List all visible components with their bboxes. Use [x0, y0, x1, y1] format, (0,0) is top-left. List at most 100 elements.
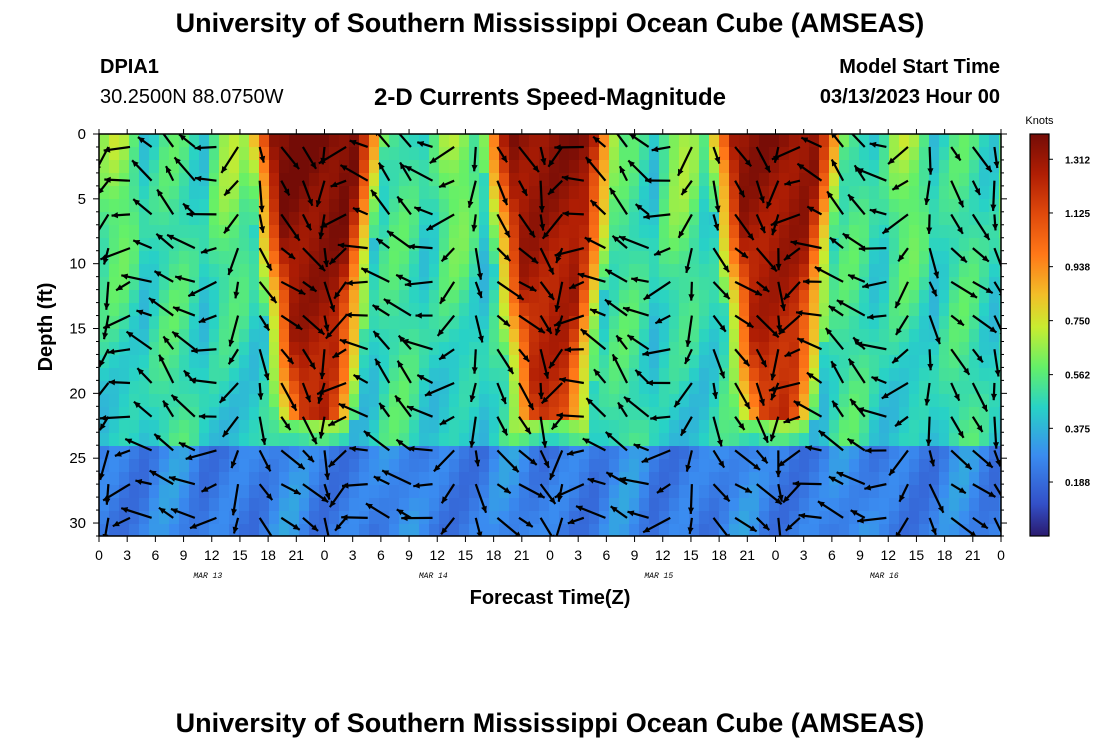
heat-cell: [959, 511, 970, 525]
heat-cell: [649, 303, 660, 317]
heat-cell: [189, 238, 200, 252]
x-tick-label: 12: [204, 547, 220, 563]
heat-cell: [659, 433, 670, 447]
heat-cell: [119, 485, 130, 499]
heat-cell: [429, 420, 440, 434]
heat-cell: [189, 316, 200, 330]
heat-cell: [619, 225, 630, 239]
heat-cell: [379, 173, 390, 187]
heat-cell: [379, 446, 390, 460]
heat-cell: [489, 186, 500, 200]
heat-cell: [749, 225, 760, 239]
heat-cell: [259, 524, 270, 536]
current-arrow-head: [933, 271, 940, 279]
heat-cell: [289, 277, 300, 291]
current-arrow-head: [643, 213, 650, 220]
heat-cell: [709, 420, 720, 434]
heat-cell: [279, 251, 290, 265]
heat-cell: [849, 199, 860, 213]
heat-cell: [489, 147, 500, 161]
heat-cell: [829, 368, 840, 382]
heat-cell: [369, 420, 380, 434]
heat-cell: [989, 238, 1000, 252]
heat-cell: [579, 524, 590, 536]
heat-cell: [679, 212, 690, 226]
heat-cell: [699, 290, 710, 304]
heat-cell: [209, 407, 220, 421]
heat-cell: [379, 433, 390, 447]
current-arrow-head: [848, 358, 855, 366]
heat-cell: [229, 277, 240, 291]
heat-cell: [479, 472, 490, 486]
heat-cell: [569, 316, 580, 330]
heat-cell: [329, 433, 340, 447]
heat-cell: [209, 199, 220, 213]
heat-cell: [289, 329, 300, 343]
heat-cell: [509, 498, 520, 512]
heat-cell: [609, 381, 620, 395]
heat-cell: [429, 316, 440, 330]
current-arrow-head: [318, 157, 326, 164]
heat-cell: [509, 277, 520, 291]
heat-cell: [149, 459, 160, 473]
current-arrow-head: [762, 435, 769, 443]
heat-cell: [759, 199, 770, 213]
current-arrow-head: [958, 487, 966, 494]
heat-cell: [119, 329, 130, 343]
heat-cell: [269, 355, 280, 369]
heat-cell: [959, 407, 970, 421]
current-arrow-head: [167, 234, 175, 241]
heat-cell: [259, 420, 270, 434]
heat-cell: [239, 446, 250, 460]
heat-cell: [559, 173, 570, 187]
heat-cell: [229, 355, 240, 369]
heat-cell: [469, 264, 480, 278]
heat-cell: [789, 316, 800, 330]
heat-cell: [229, 459, 240, 473]
heat-cell: [239, 147, 250, 161]
heat-cell: [499, 199, 510, 213]
heat-cell: [279, 238, 290, 252]
heat-cell: [719, 173, 730, 187]
heat-cell: [359, 186, 370, 200]
heat-cell: [339, 459, 350, 473]
heat-cell: [309, 251, 320, 265]
heat-cell: [99, 316, 110, 330]
heat-cell: [249, 355, 260, 369]
heat-cell: [439, 368, 450, 382]
heat-cell: [729, 485, 740, 499]
current-arrow-head: [656, 486, 664, 493]
heat-cell: [299, 472, 310, 486]
heat-cell: [889, 173, 900, 187]
heat-cell: [589, 472, 600, 486]
heat-cell: [389, 251, 400, 265]
current-arrow-head: [777, 494, 784, 502]
heat-cell: [999, 212, 1001, 226]
heat-cell: [689, 173, 700, 187]
current-arrow-head: [771, 154, 779, 160]
heat-cell: [849, 420, 860, 434]
heat-cell: [189, 147, 200, 161]
heat-cell: [989, 160, 1000, 174]
heat-cell: [389, 277, 400, 291]
heat-cell: [549, 342, 560, 356]
heat-cell: [579, 212, 590, 226]
heat-cell: [349, 498, 360, 512]
heat-cell: [489, 459, 500, 473]
heat-cell: [189, 160, 200, 174]
heat-cell: [379, 316, 390, 330]
heat-cell: [359, 433, 370, 447]
heat-cell: [279, 472, 290, 486]
heat-cell: [909, 264, 920, 278]
current-arrow-head: [770, 393, 777, 401]
current-arrow-head: [439, 353, 447, 360]
heat-cell: [409, 225, 420, 239]
heat-cell: [129, 420, 140, 434]
heat-cell: [789, 420, 800, 434]
heat-cell: [499, 251, 510, 265]
heat-cell: [479, 459, 490, 473]
heat-cell: [429, 368, 440, 382]
heat-cell: [799, 290, 810, 304]
heat-cell: [969, 225, 980, 239]
heat-cell: [549, 212, 560, 226]
